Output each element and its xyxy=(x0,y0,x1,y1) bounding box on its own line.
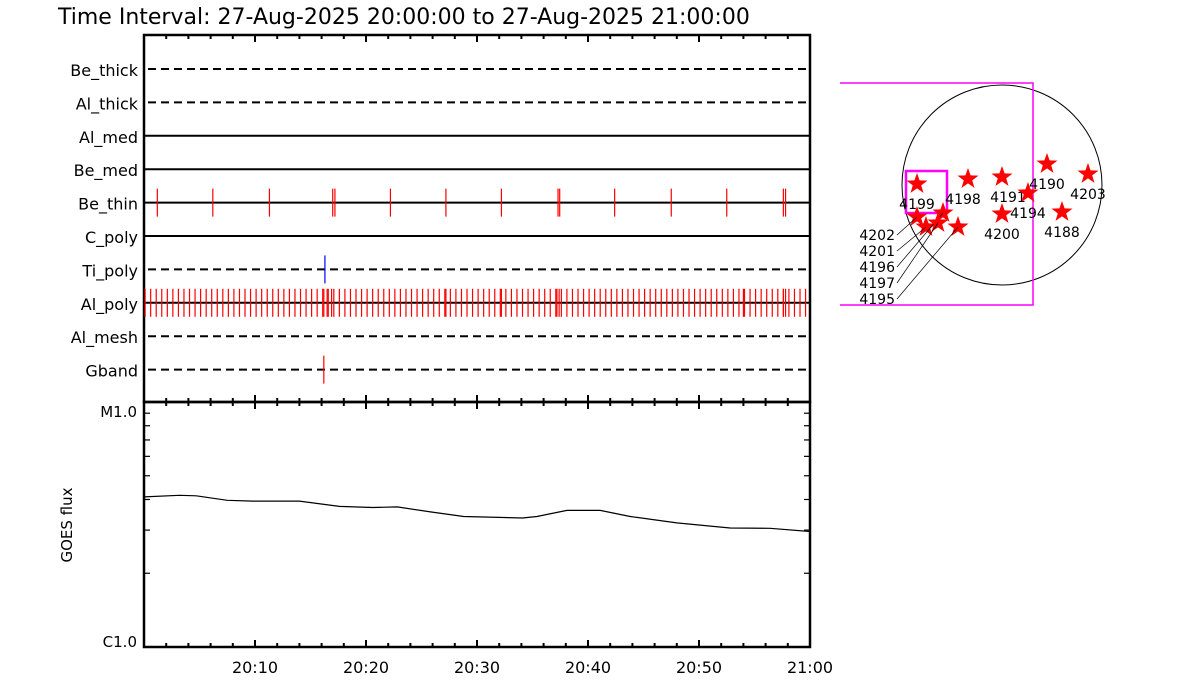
active-region-marker xyxy=(906,173,928,193)
fov-small-box xyxy=(904,169,949,215)
y-tick-label-c1: C1.0 xyxy=(103,633,137,651)
active-region-marker xyxy=(932,202,954,222)
timeline-frame xyxy=(142,33,812,404)
active-region-marker xyxy=(1017,182,1039,202)
active-region-leader-line xyxy=(896,226,959,300)
active-region-leader-line xyxy=(896,226,927,252)
row-label-al_mesh: Al_mesh xyxy=(71,328,138,348)
row-label-ti_poly: Ti_poly xyxy=(81,261,138,281)
active-region-marker xyxy=(927,212,949,232)
fov-large-box xyxy=(840,82,1034,306)
active-region-label: 4194 xyxy=(1010,206,1046,222)
active-region-marker xyxy=(906,206,928,226)
active-region-label: 4190 xyxy=(1029,177,1065,193)
x-tick-label: 20:20 xyxy=(343,658,389,677)
active-region-marker xyxy=(991,166,1013,186)
goes-frame xyxy=(142,400,812,649)
active-region-label: 4197 xyxy=(859,276,895,292)
active-region-marker xyxy=(991,203,1013,223)
active-region-label: 4203 xyxy=(1070,187,1106,203)
active-region-marker xyxy=(957,168,979,188)
active-region-label: 4199 xyxy=(899,197,935,213)
row-label-al_med: Al_med xyxy=(79,128,138,148)
row-label-al_poly: Al_poly xyxy=(81,295,138,315)
active-region-marker xyxy=(1036,153,1058,173)
active-region-leader-line xyxy=(896,216,918,236)
row-label-al_thick: Al_thick xyxy=(76,94,139,114)
active-region-label: 4195 xyxy=(859,292,895,308)
row-label-be_thick: Be_thick xyxy=(70,61,138,81)
x-tick-label: 20:40 xyxy=(565,658,611,677)
row-label-be_thin: Be_thin xyxy=(78,195,138,215)
active-region-label: 4196 xyxy=(859,260,895,276)
y-tick-label-m1: M1.0 xyxy=(100,403,137,421)
filter-timeline-panel: Be_thick Al_thick Al_med Be_med Be_thin C_pol… xyxy=(70,33,812,409)
active-region-label: 4201 xyxy=(859,244,895,260)
active-region-marker xyxy=(947,216,969,236)
active-region-label: 4200 xyxy=(984,227,1020,243)
solar-limb xyxy=(901,84,1103,286)
x-tick-label: 20:10 xyxy=(232,658,278,677)
row-label-be_med: Be_med xyxy=(74,161,138,181)
active-region-label: 4202 xyxy=(859,228,895,244)
active-region-label: 4198 xyxy=(945,192,981,208)
active-region-marker xyxy=(915,216,937,236)
active-region-leader-line xyxy=(896,222,939,284)
x-tick-label: 21:00 xyxy=(787,658,833,677)
row-label-gband: Gband xyxy=(85,362,138,381)
goes-flux-line xyxy=(143,494,811,533)
row-label-c_poly: C_poly xyxy=(85,228,138,248)
active-region-label: 4191 xyxy=(990,190,1026,206)
active-region-label: 4188 xyxy=(1044,225,1080,241)
x-tick-label: 20:50 xyxy=(676,658,722,677)
y-axis-label: GOES flux xyxy=(58,487,76,562)
active-region-marker xyxy=(1077,163,1099,183)
active-region-marker xyxy=(1051,201,1073,221)
x-tick-label: 20:30 xyxy=(454,658,500,677)
chart-title: Time Interval: 27-Aug-2025 20:00:00 to 2… xyxy=(57,5,750,30)
goes-flux-panel: C1.0 M1.0 20:10 20:20 20:30 20:40 20:50 21:00 GO… xyxy=(58,400,833,677)
